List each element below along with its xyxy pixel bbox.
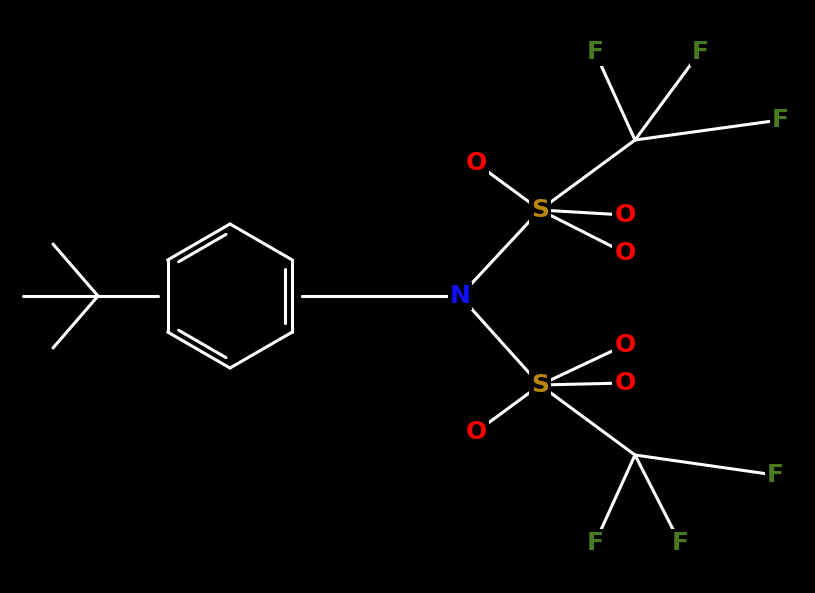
Text: O: O: [465, 151, 487, 175]
Text: F: F: [587, 531, 603, 555]
Text: O: O: [615, 371, 636, 395]
Text: O: O: [615, 333, 636, 357]
Text: F: F: [772, 108, 788, 132]
Text: O: O: [615, 241, 636, 265]
Text: S: S: [531, 198, 549, 222]
Text: O: O: [465, 420, 487, 444]
Text: N: N: [450, 284, 470, 308]
Text: O: O: [615, 203, 636, 227]
Text: S: S: [531, 373, 549, 397]
Text: F: F: [587, 40, 603, 64]
Text: F: F: [691, 40, 708, 64]
Text: F: F: [672, 531, 689, 555]
Text: F: F: [766, 463, 783, 487]
